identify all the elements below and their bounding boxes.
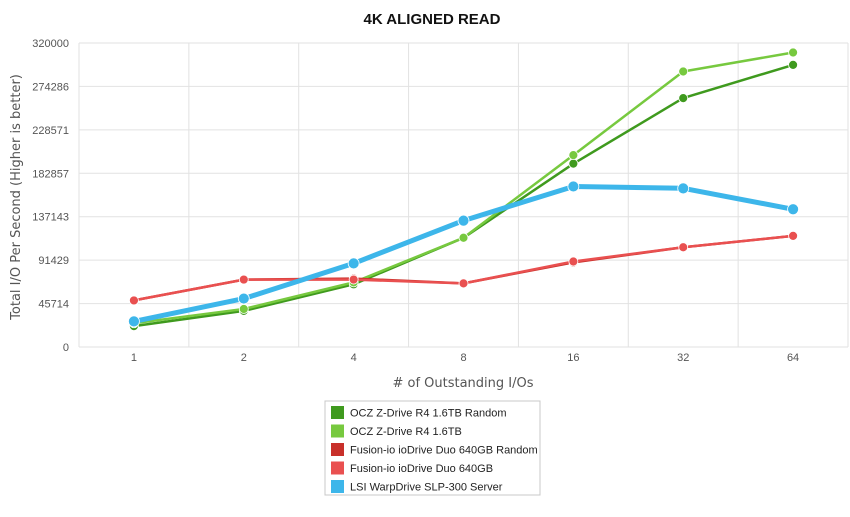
data-point	[238, 274, 249, 285]
data-point	[347, 257, 360, 270]
legend-swatch	[331, 424, 344, 438]
y-tick-label: 0	[63, 342, 69, 354]
data-point	[678, 93, 689, 103]
data-point	[567, 180, 580, 193]
data-point	[788, 230, 798, 241]
y-tick-label: 91429	[38, 255, 69, 267]
x-tick-label: 1	[131, 352, 137, 364]
legend-label: Fusion-io ioDrive Duo 640GB	[350, 463, 493, 475]
series-layer	[128, 47, 799, 332]
data-point	[238, 304, 249, 314]
x-axis-label: # of Outstanding I/Os	[392, 376, 533, 391]
legend-swatch	[331, 461, 344, 475]
legend-swatch	[331, 480, 344, 493]
x-tick-label: 16	[567, 352, 579, 364]
data-point	[788, 59, 798, 70]
x-tick-label: 64	[787, 352, 799, 364]
legend-label: OCZ Z-Drive R4 1.6TB	[350, 426, 462, 438]
x-tick-label: 8	[460, 352, 466, 364]
series-line	[132, 234, 795, 302]
y-tick-label: 320000	[32, 38, 69, 50]
data-point	[568, 256, 579, 267]
data-point	[568, 158, 579, 169]
y-tick-label: 45714	[38, 299, 69, 311]
legend-label: LSI WarpDrive SLP-300 Server	[350, 482, 503, 494]
data-point	[348, 274, 359, 285]
data-point	[457, 214, 470, 227]
y-axis-ticks: 0 45714 91429 137143 182857 228571 274286 32000…	[32, 38, 69, 354]
y-tick-label: 228571	[32, 125, 69, 137]
y-tick-label: 182857	[32, 168, 69, 180]
x-axis-ticks: 1 2 4 8 16 32 64	[131, 352, 799, 364]
grid	[78, 42, 849, 348]
data-point	[788, 47, 798, 58]
data-point	[237, 292, 250, 305]
y-tick-label: 274286	[32, 81, 69, 93]
x-tick-label: 32	[677, 352, 689, 364]
data-point	[458, 232, 469, 243]
legend-swatch	[331, 406, 344, 419]
data-point	[787, 203, 799, 216]
data-point	[128, 315, 140, 328]
series-line	[131, 184, 796, 324]
legend-label: Fusion-io ioDrive Duo 640GB Random	[350, 445, 538, 457]
legend: OCZ Z-Drive R4 1.6TB Random OCZ Z-Drive R…	[324, 400, 541, 496]
x-tick-label: 2	[241, 352, 247, 364]
data-point	[677, 182, 690, 195]
data-point	[568, 150, 579, 161]
data-point	[678, 242, 689, 253]
chart-title: 4K ALIGNED READ	[364, 11, 501, 28]
legend-box	[324, 400, 541, 496]
legend-swatch	[331, 443, 344, 456]
legend-label: OCZ Z-Drive R4 1.6TB Random	[350, 408, 506, 420]
data-point	[458, 278, 469, 289]
y-axis-label: Total I/O Per Second (Higher is better)	[9, 74, 24, 321]
x-tick-label: 4	[351, 352, 357, 364]
y-tick-label: 137143	[32, 212, 69, 224]
data-point	[678, 66, 689, 77]
data-point	[129, 295, 139, 306]
